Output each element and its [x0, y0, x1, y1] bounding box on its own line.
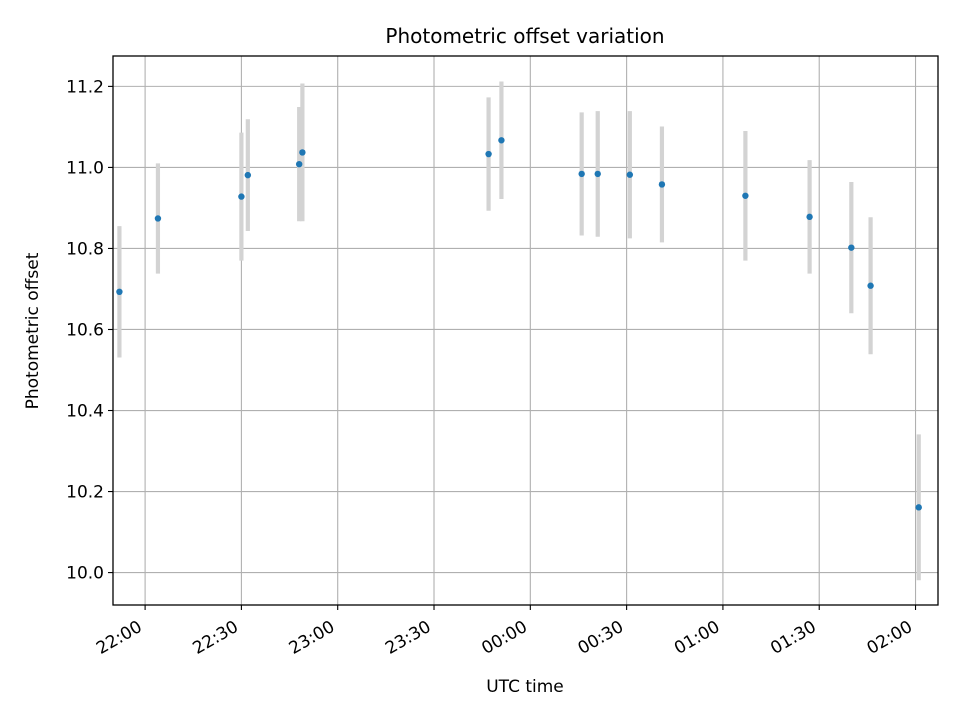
- data-point: [742, 192, 749, 199]
- y-tick-label: 10.8: [66, 239, 104, 259]
- data-point: [299, 149, 306, 156]
- data-point: [594, 170, 601, 178]
- data-points: [116, 137, 922, 511]
- data-point: [238, 193, 245, 200]
- x-axis-label: UTC time: [486, 677, 564, 697]
- data-point: [244, 171, 252, 179]
- data-point: [295, 160, 303, 168]
- data-point: [116, 288, 123, 296]
- y-tick-label: 11.0: [66, 158, 104, 178]
- data-point: [626, 171, 634, 178]
- data-point: [848, 244, 855, 251]
- y-tick-label: 10.4: [66, 402, 104, 422]
- data-point: [485, 150, 492, 158]
- data-point: [154, 215, 162, 222]
- data-point: [578, 170, 585, 178]
- plot-area: [112, 55, 939, 606]
- data-point: [867, 282, 874, 289]
- plot-background: [113, 56, 938, 605]
- data-point: [498, 137, 505, 144]
- grid-lines: [113, 56, 938, 605]
- plot-frame: [112, 55, 939, 606]
- data-point: [806, 213, 813, 221]
- chart-title: Photometric offset variation: [385, 24, 664, 48]
- y-axis-ticks: 10.0 10.2 10.4 10.6 10.8 11.0 11.2: [66, 77, 113, 584]
- data-point: [915, 504, 922, 511]
- y-tick-label: 11.2: [66, 77, 104, 97]
- y-tick-label: 10.6: [66, 320, 104, 340]
- y-tick-label: 10.2: [66, 483, 104, 503]
- data-point: [658, 181, 666, 188]
- y-tick-label: 10.0: [66, 564, 104, 584]
- y-axis-label: Photometric offset: [23, 252, 43, 409]
